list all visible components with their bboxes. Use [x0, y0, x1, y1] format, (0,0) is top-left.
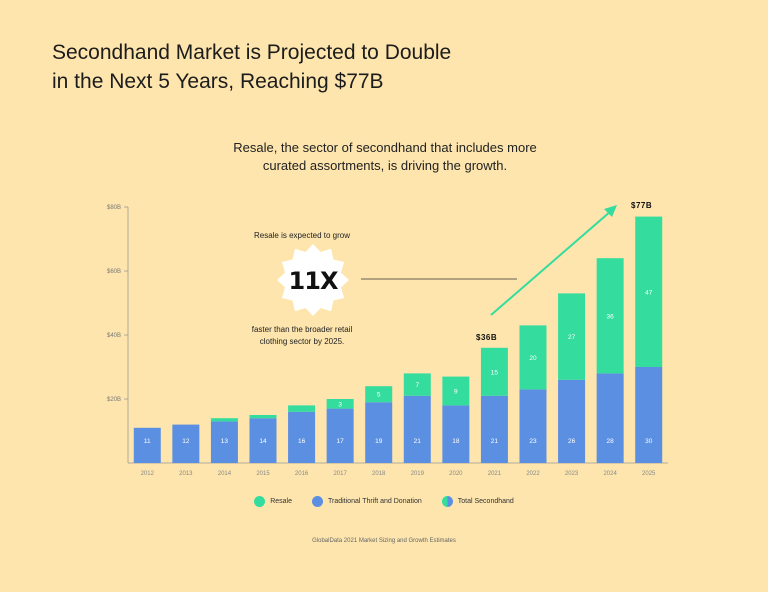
x-tick-label-2024: 2024 — [603, 471, 617, 477]
bar-label-resale-2018: 5 — [377, 392, 381, 399]
bar-label-thrift-2013: 12 — [182, 438, 190, 445]
bar-label-thrift-2012: 11 — [144, 438, 151, 445]
y-tick-label: $60B — [107, 269, 121, 275]
bar-thrift-2016 — [288, 411, 316, 463]
bar-label-resale-2025: 47 — [645, 289, 653, 296]
bar-label-resale-2021: 15 — [491, 369, 499, 376]
bar-thrift-2021 — [480, 395, 508, 463]
bar-thrift-2019 — [403, 395, 431, 463]
bar-resale-2019 — [403, 373, 431, 396]
highlight-2021-total: $36B — [476, 333, 498, 342]
bar-resale-2025 — [635, 216, 663, 367]
legend-label-resale: Resale — [270, 498, 292, 505]
callout-multiplier: 11X — [288, 267, 339, 295]
legend-swatch-resale — [254, 496, 266, 507]
bar-thrift-2018 — [365, 402, 393, 463]
title-line-1: Secondhand Market is Projected to Double — [52, 41, 452, 64]
bar-thrift-2022 — [519, 389, 547, 463]
bar-resale-2021 — [480, 347, 508, 396]
bar-label-thrift-2024: 28 — [607, 438, 615, 445]
title-line-2: in the Next 5 Years, Reaching $77B — [52, 70, 384, 93]
legend-swatch-total — [441, 496, 453, 507]
x-tick-label-2018: 2018 — [372, 471, 386, 477]
starburst-badge — [277, 244, 349, 316]
bar-label-thrift-2017: 17 — [337, 438, 345, 445]
chart-legend: Resale Traditional Thrift and Donation T… — [0, 496, 768, 507]
x-tick-label-2025: 2025 — [642, 471, 656, 477]
legend-item-resale: Resale — [254, 496, 292, 507]
bar-thrift-2012 — [133, 427, 161, 463]
bar-resale-2014 — [210, 418, 238, 422]
x-tick-label-2014: 2014 — [218, 471, 232, 477]
bar-thrift-2014 — [210, 421, 238, 463]
bar-label-thrift-2014: 13 — [221, 438, 229, 445]
bar-label-thrift-2021: 21 — [491, 438, 499, 445]
x-tick-label-2013: 2013 — [179, 471, 193, 477]
subtitle-line-1: Resale, the sector of secondhand that in… — [233, 140, 537, 155]
bar-label-thrift-2019: 21 — [414, 438, 422, 445]
chart-subtitle: Resale, the sector of secondhand that in… — [180, 139, 590, 175]
chart-title: Secondhand Market is Projected to Double… — [52, 38, 692, 96]
bar-resale-2024 — [596, 258, 624, 374]
bar-label-thrift-2018: 19 — [375, 438, 383, 445]
x-tick-label-2021: 2021 — [488, 471, 502, 477]
x-tick-label-2022: 2022 — [526, 471, 540, 477]
bar-label-resale-2020: 9 — [454, 389, 458, 396]
legend-swatch-thrift — [311, 496, 323, 507]
bar-resale-2023 — [558, 293, 586, 380]
legend-item-thrift: Traditional Thrift and Donation — [311, 496, 422, 507]
y-tick-label: $20B — [107, 397, 121, 403]
bar-resale-2015 — [249, 415, 277, 419]
bar-thrift-2015 — [249, 418, 277, 463]
bar-resale-2017 — [326, 399, 354, 409]
x-tick-label-2020: 2020 — [449, 471, 463, 477]
x-tick-label-2015: 2015 — [256, 471, 270, 477]
callout-bottom-line-1: faster than the broader retail — [251, 325, 353, 334]
bar-thrift-2023 — [558, 379, 586, 463]
x-tick-label-2017: 2017 — [333, 471, 347, 477]
bar-label-thrift-2015: 14 — [259, 438, 267, 445]
bar-thrift-2020 — [442, 405, 470, 463]
x-tick-label-2012: 2012 — [141, 471, 155, 477]
bar-resale-2016 — [288, 405, 316, 412]
bar-label-resale-2023: 27 — [568, 334, 576, 341]
callout-bottom-text: faster than the broader retail clothing … — [232, 324, 372, 348]
bar-label-thrift-2020: 18 — [452, 438, 460, 445]
bar-label-resale-2019: 7 — [415, 382, 419, 389]
source-note: GlobalData 2021 Market Sizing and Growth… — [312, 538, 456, 544]
bar-label-thrift-2022: 23 — [529, 438, 537, 445]
growth-arrow — [490, 205, 617, 316]
bar-resale-2018 — [365, 386, 393, 403]
y-tick-label: $40B — [107, 333, 121, 339]
bar-label-thrift-2016: 16 — [298, 438, 306, 445]
bar-label-thrift-2025: 30 — [645, 438, 653, 445]
legend-item-total: Total Secondhand — [441, 496, 514, 507]
legend-label-thrift: Traditional Thrift and Donation — [327, 498, 422, 505]
subtitle-line-2: curated assortments, is driving the grow… — [262, 158, 508, 173]
bar-thrift-2025 — [635, 367, 663, 463]
bar-resale-2022 — [519, 325, 547, 390]
bar-label-thrift-2023: 26 — [568, 438, 576, 445]
bar-label-resale-2024: 36 — [607, 313, 615, 320]
bar-thrift-2017 — [326, 408, 354, 463]
bar-resale-2020 — [442, 376, 470, 406]
bar-thrift-2024 — [596, 373, 624, 463]
callout-bottom-line-2: clothing sector by 2025. — [259, 337, 345, 346]
callout-top-text: Resale is expected to grow — [253, 231, 351, 240]
legend-label-total: Total Secondhand — [457, 498, 514, 505]
bar-label-resale-2017: 3 — [338, 401, 342, 408]
y-tick-label: $80B — [107, 205, 121, 211]
x-tick-label-2019: 2019 — [411, 471, 425, 477]
highlight-2025-total: $77B — [631, 201, 653, 210]
bar-label-resale-2022: 20 — [529, 355, 537, 362]
x-tick-label-2016: 2016 — [295, 471, 309, 477]
x-tick-label-2023: 2023 — [565, 471, 579, 477]
bar-thrift-2013 — [172, 424, 200, 463]
